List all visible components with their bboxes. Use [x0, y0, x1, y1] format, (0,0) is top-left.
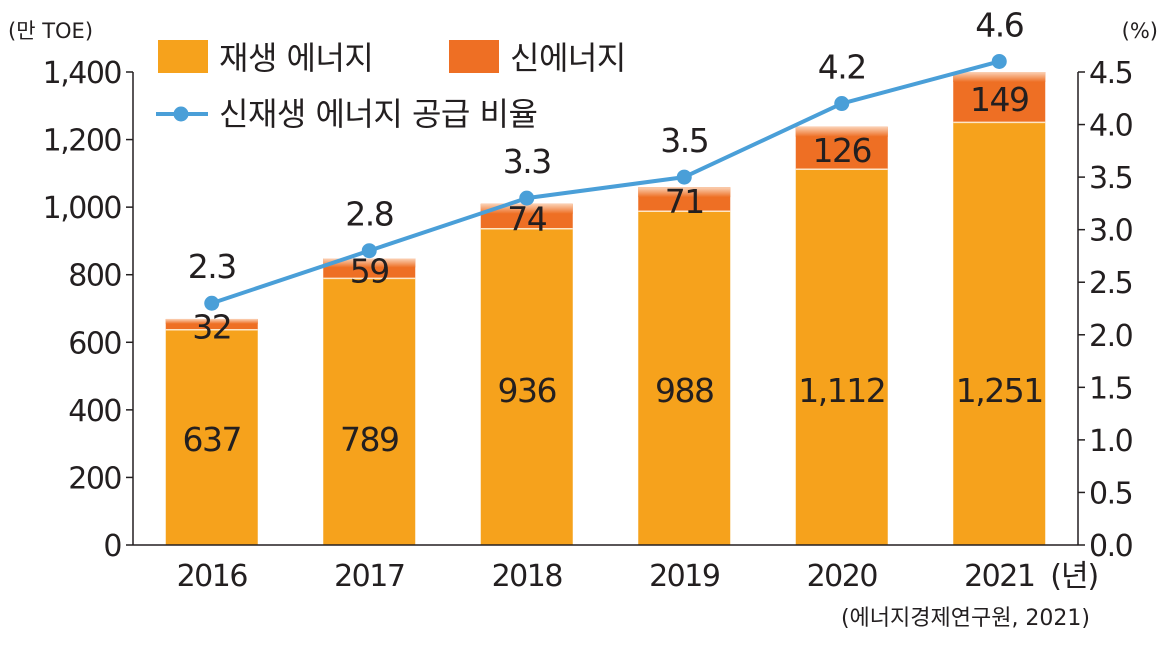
line-label-2019: 3.5 — [660, 121, 708, 160]
line-label-2016: 2.3 — [188, 247, 236, 286]
legend-label-new-energy: 신에너지 — [510, 39, 626, 77]
bar-new-energy-highlight-2018 — [480, 203, 573, 214]
bar-label-renewable-2021: 1,251 — [956, 371, 1043, 410]
y-right-tick-label: 1.0 — [1089, 424, 1133, 459]
line-label-2018: 3.3 — [503, 142, 551, 181]
bar-label-new-energy-2018: 74 — [507, 199, 546, 238]
legend-swatch-renewable — [158, 40, 208, 73]
bar-renewable-2019 — [638, 211, 731, 545]
bar-renewable-2016 — [165, 329, 258, 545]
y-left-tick-label: 1,000 — [43, 191, 122, 226]
y-left-tick-label: 1,200 — [43, 124, 122, 159]
bar-label-new-energy-2019: 71 — [665, 182, 704, 221]
line-point-2019 — [676, 169, 692, 185]
y-right-tick-label: 3.0 — [1089, 214, 1133, 249]
y-left-tick-label: 600 — [68, 326, 121, 361]
legend-swatch-new-energy — [449, 40, 499, 73]
y-left-tick-label: 1,400 — [43, 56, 122, 91]
y-right-unit-label: (%) — [1122, 19, 1158, 43]
line-label-2017: 2.8 — [345, 195, 393, 234]
bar-label-renewable-2017: 789 — [340, 420, 399, 459]
line-label-2021: 4.6 — [975, 5, 1023, 44]
bar-label-renewable-2018: 936 — [498, 371, 557, 410]
legend-label-renewable: 재생 에너지 — [219, 39, 373, 77]
x-tick-label-2021: 2021 — [964, 559, 1034, 594]
y-left-tick-label: 200 — [68, 461, 121, 496]
line-supply-ratio — [211, 59, 1000, 306]
bar-label-renewable-2019: 988 — [655, 371, 714, 410]
bar-label-renewable-2020: 1,112 — [798, 371, 885, 410]
line-point-2016 — [204, 295, 220, 311]
x-tick-label-2019: 2019 — [649, 559, 719, 594]
bar-renewable-2018 — [480, 228, 573, 545]
y-right-tick-label: 1.5 — [1089, 371, 1132, 406]
x-tick-label-2017: 2017 — [334, 559, 404, 594]
bar-label-new-energy-2016: 32 — [192, 307, 231, 346]
y-right-tick-label: 4.5 — [1089, 56, 1132, 91]
legend-label-supply-ratio: 신재생 에너지 공급 비율 — [219, 95, 537, 133]
source-note: (에너지경제연구원, 2021) — [841, 606, 1090, 631]
bar-label-new-energy-2021: 149 — [970, 80, 1029, 119]
x-tick-label-2016: 2016 — [177, 559, 248, 594]
bar-label-renewable-2016: 637 — [183, 420, 242, 459]
line-point-2021 — [991, 53, 1007, 69]
x-unit-label: (년) — [1050, 559, 1098, 594]
y-right-tick-label: 0.0 — [1089, 529, 1133, 564]
bar-renewable-2021 — [953, 122, 1046, 546]
line-label-2020: 4.2 — [818, 48, 866, 87]
bar-new-energy-2016 — [165, 318, 258, 330]
y-right-tick-label: 4.0 — [1089, 109, 1133, 144]
bar-label-new-energy-2020: 126 — [813, 131, 872, 170]
bar-renewable-2017 — [323, 278, 416, 545]
bar-new-energy-highlight-2019 — [638, 187, 731, 198]
bar-new-energy-highlight-2016 — [165, 318, 258, 324]
line-point-2020 — [834, 96, 850, 112]
bar-new-energy-highlight-2021 — [953, 72, 1046, 82]
y-right-tick-label: 0.5 — [1089, 476, 1132, 511]
y-left-tick-label: 0 — [103, 529, 121, 564]
legend-swatch-line-marker — [173, 106, 189, 122]
line-point-2018 — [519, 190, 535, 206]
y-left-tick-label: 400 — [68, 394, 121, 429]
bar-new-energy-highlight-2017 — [323, 258, 416, 268]
y-left-unit-label: (만 TOE) — [8, 19, 93, 43]
y-right-tick-label: 2.5 — [1089, 266, 1132, 301]
bar-renewable-2020 — [795, 169, 888, 545]
y-right-tick-label: 3.5 — [1089, 161, 1132, 196]
bar-new-energy-highlight-2020 — [795, 126, 888, 137]
line-point-2017 — [361, 243, 377, 259]
x-tick-label-2020: 2020 — [807, 559, 878, 594]
y-right-tick-label: 2.0 — [1089, 319, 1133, 354]
y-left-tick-label: 800 — [68, 259, 121, 294]
x-tick-label-2018: 2018 — [492, 559, 563, 594]
